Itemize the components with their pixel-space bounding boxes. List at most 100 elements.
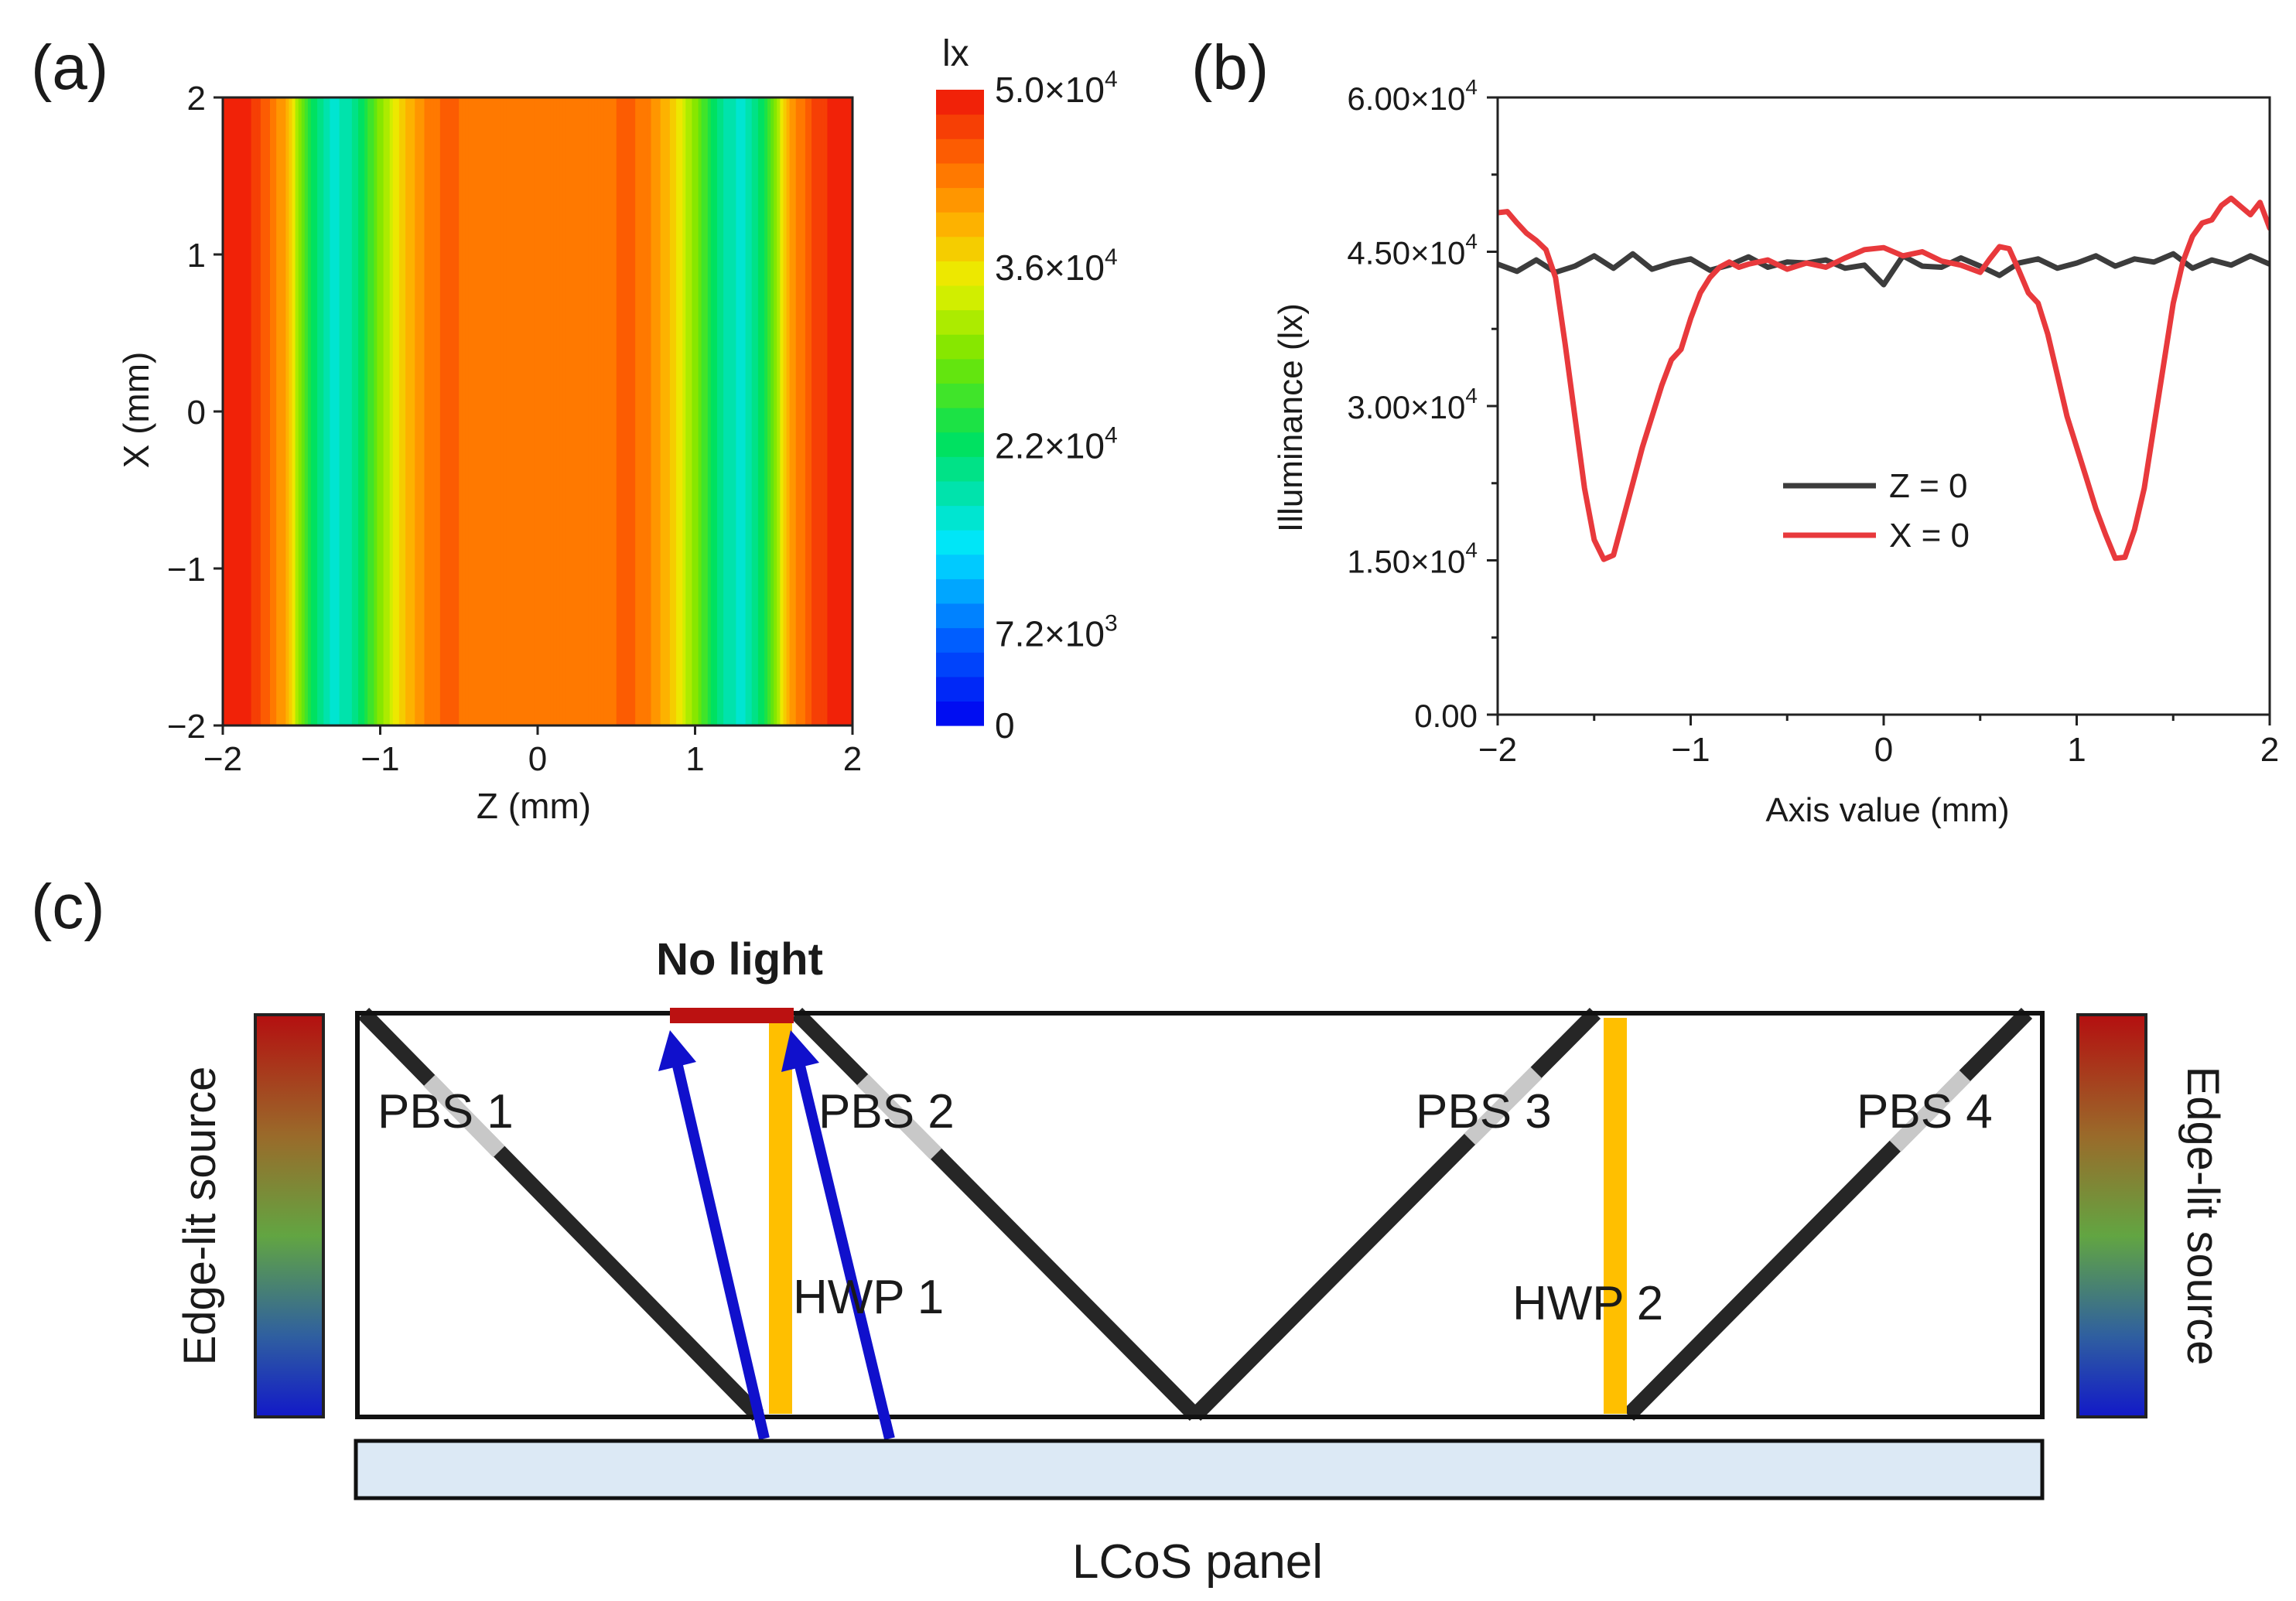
line-chart-y-tick-label: 4.50×104 bbox=[1347, 230, 1478, 271]
line-chart-y-tick-exponent: 4 bbox=[1465, 75, 1478, 99]
heatmap-strip bbox=[641, 97, 646, 725]
heatmap-strip bbox=[371, 97, 375, 725]
heatmap-strip bbox=[223, 97, 227, 725]
heatmap-y-axis-label: X (mm) bbox=[116, 352, 156, 469]
heatmap-strip bbox=[669, 97, 674, 725]
heatmap-strip bbox=[276, 97, 281, 725]
heatmap-strip bbox=[585, 97, 589, 725]
heatmap-strip bbox=[842, 97, 847, 725]
heatmap-strip bbox=[622, 97, 627, 725]
heatmap-strip bbox=[594, 97, 599, 725]
heatmap-strip bbox=[229, 97, 234, 725]
heatmap-strip bbox=[673, 97, 677, 725]
heatmap-strip bbox=[497, 97, 501, 725]
heatmap-strip bbox=[336, 97, 340, 725]
heatmap-strip bbox=[789, 97, 794, 725]
colorbar-level bbox=[936, 162, 984, 189]
heatmap-y-tick-label: 0 bbox=[187, 394, 206, 432]
heatmap-strip bbox=[465, 97, 470, 725]
heatmap-strip bbox=[760, 97, 765, 725]
heatmap-strip bbox=[616, 97, 620, 725]
heatmap-strip bbox=[698, 97, 702, 725]
heatmap-strip bbox=[651, 97, 655, 725]
line-chart-y-tick-exponent: 4 bbox=[1465, 538, 1478, 562]
heatmap-strip bbox=[565, 97, 570, 725]
heatmap-strip bbox=[238, 97, 243, 725]
heatmap-strip bbox=[307, 97, 312, 725]
hwp-2-label: HWP 2 bbox=[1512, 1277, 1663, 1330]
heatmap-strip bbox=[232, 97, 237, 725]
heatmap-strip bbox=[361, 97, 365, 725]
panel-b: (b) −2 −1 0 1 2 0.00 1.50×104 3.00×104 4.50×104… bbox=[1191, 32, 2279, 829]
pbs-1-gap bbox=[423, 1074, 505, 1158]
colorbar-level bbox=[936, 701, 984, 726]
legend-label-x0: X = 0 bbox=[1889, 517, 1970, 555]
heatmap-strip bbox=[748, 97, 753, 725]
heatmap-strip bbox=[342, 97, 347, 725]
heatmap-strip bbox=[676, 97, 680, 725]
heatmap-field bbox=[223, 97, 852, 725]
pbs-1 bbox=[357, 1007, 764, 1422]
heatmap-y-tick-label: 2 bbox=[187, 80, 206, 118]
heatmap-strip bbox=[685, 97, 690, 725]
heatmap-strip bbox=[745, 97, 750, 725]
no-light-bar bbox=[670, 1008, 794, 1023]
heatmap-strip bbox=[339, 97, 343, 725]
heatmap-strip bbox=[780, 97, 784, 725]
heatmap-strip bbox=[462, 97, 466, 725]
heatmap-strip bbox=[597, 97, 602, 725]
heatmap-strip bbox=[553, 97, 558, 725]
heatmap-strip bbox=[550, 97, 555, 725]
series-line-z0 bbox=[1498, 251, 2270, 288]
line-chart-x-axis-label: Axis value (mm) bbox=[1765, 791, 2009, 829]
pbs-4-gap bbox=[1889, 1070, 1971, 1152]
line-chart-y-tick-label: 3.00×104 bbox=[1347, 384, 1478, 425]
heatmap-strip bbox=[326, 97, 331, 725]
heatmap-strip bbox=[833, 97, 838, 725]
heatmap-strip bbox=[266, 97, 271, 725]
line-chart-plot-area bbox=[1498, 195, 2270, 562]
colorbar-unit-label: lx bbox=[942, 33, 969, 74]
heatmap-x-tick-label: 0 bbox=[528, 740, 547, 778]
heatmap-strip bbox=[538, 97, 542, 725]
colorbar-level bbox=[936, 236, 984, 261]
heatmap-y-tick-label: −2 bbox=[167, 708, 206, 746]
heatmap-strip bbox=[304, 97, 309, 725]
heatmap-strip bbox=[764, 97, 768, 725]
heatmap-strip bbox=[811, 97, 815, 725]
heatmap-strip bbox=[701, 97, 706, 725]
colorbar-level bbox=[936, 505, 984, 531]
heatmap-strip bbox=[364, 97, 369, 725]
heatmap-strip bbox=[282, 97, 287, 725]
heatmap-x-ticks: −2 −1 0 1 2 bbox=[203, 725, 862, 778]
heatmap-strip bbox=[383, 97, 388, 725]
heatmap-strip bbox=[456, 97, 460, 725]
lcos-panel-label: LCoS panel bbox=[1072, 1535, 1323, 1589]
heatmap-strip bbox=[679, 97, 684, 725]
hwp-2 bbox=[1604, 1018, 1627, 1414]
heatmap-strip bbox=[424, 97, 429, 725]
heatmap-strip bbox=[575, 97, 579, 725]
line-chart-x-tick-label: 2 bbox=[2260, 731, 2279, 769]
heatmap-strip bbox=[380, 97, 384, 725]
heatmap-strip bbox=[401, 97, 406, 725]
colorbar-level bbox=[936, 261, 984, 286]
heatmap-strip bbox=[713, 97, 718, 725]
heatmap-strip bbox=[392, 97, 397, 725]
colorbar-tick-exponent: 4 bbox=[1105, 422, 1118, 448]
line-chart-y-tick-label: 0.00 bbox=[1414, 698, 1478, 734]
heatmap-strip bbox=[251, 97, 255, 725]
heatmap-strip bbox=[468, 97, 473, 725]
heatmap-strip bbox=[518, 97, 523, 725]
heatmap-strip bbox=[556, 97, 561, 725]
heatmap-strip bbox=[405, 97, 409, 725]
heatmap-strip bbox=[509, 97, 514, 725]
series-line-x0 bbox=[1498, 195, 2270, 562]
heatmap-strip bbox=[279, 97, 284, 725]
heatmap-strip bbox=[578, 97, 583, 725]
heatmap-strip bbox=[827, 97, 832, 725]
heatmap-x-axis-label: Z (mm) bbox=[477, 786, 591, 826]
heatmap-strip bbox=[710, 97, 715, 725]
heatmap-strip bbox=[757, 97, 762, 725]
